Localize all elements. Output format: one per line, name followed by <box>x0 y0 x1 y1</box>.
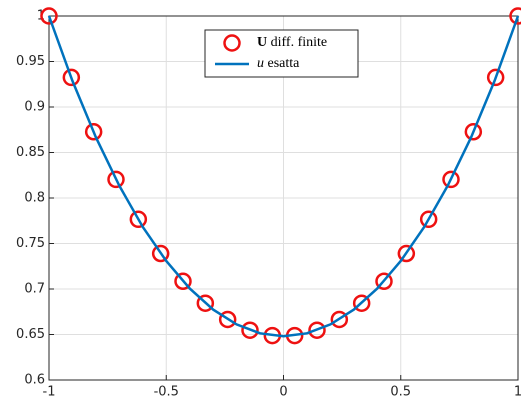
legend-marker <box>223 34 241 52</box>
marker <box>129 210 148 229</box>
y-tick-label: 0.65 <box>16 327 45 342</box>
x-tick-label: 0 <box>279 385 287 400</box>
y-tick-label: 0.95 <box>16 54 45 69</box>
marker <box>218 310 237 329</box>
y-tick-label: 0.9 <box>24 100 45 115</box>
marker <box>509 7 521 25</box>
legend-label-part: diff. finite <box>267 35 327 50</box>
marker <box>308 321 326 339</box>
y-tick-label: 0.7 <box>24 282 45 297</box>
legend-box <box>204 29 359 78</box>
y-tick-label: 0.6 <box>24 373 45 388</box>
x-tick-label: 1 <box>514 385 521 400</box>
x-tick-label: -0.5 <box>154 385 179 400</box>
plot-frame <box>48 15 519 381</box>
marker <box>241 321 259 339</box>
line <box>47 15 520 338</box>
legend-label: u esatta <box>257 56 300 71</box>
x-tick-label: 0.5 <box>390 385 411 400</box>
marker <box>486 68 505 87</box>
marker <box>464 123 483 141</box>
marker <box>40 7 58 25</box>
y-tick-label: 0.75 <box>16 236 45 251</box>
marker <box>397 244 416 263</box>
y-tick-label: 0.85 <box>16 145 45 160</box>
marker <box>442 170 460 189</box>
y-tick-label: 0.8 <box>24 191 45 206</box>
marker <box>352 294 371 312</box>
legend-label: U diff. finite <box>257 35 327 50</box>
legend-label-part: U <box>257 35 267 50</box>
marker <box>375 272 393 291</box>
marker <box>196 294 215 312</box>
marker <box>151 244 170 263</box>
marker <box>107 170 125 189</box>
legend-label-part: esatta <box>264 56 300 71</box>
marker <box>330 310 349 329</box>
marker <box>419 210 438 229</box>
legend-label-part: u <box>257 56 264 71</box>
x-tick-label: -1 <box>43 385 56 400</box>
marker <box>84 123 103 141</box>
marker <box>62 68 81 87</box>
marker <box>174 272 192 291</box>
